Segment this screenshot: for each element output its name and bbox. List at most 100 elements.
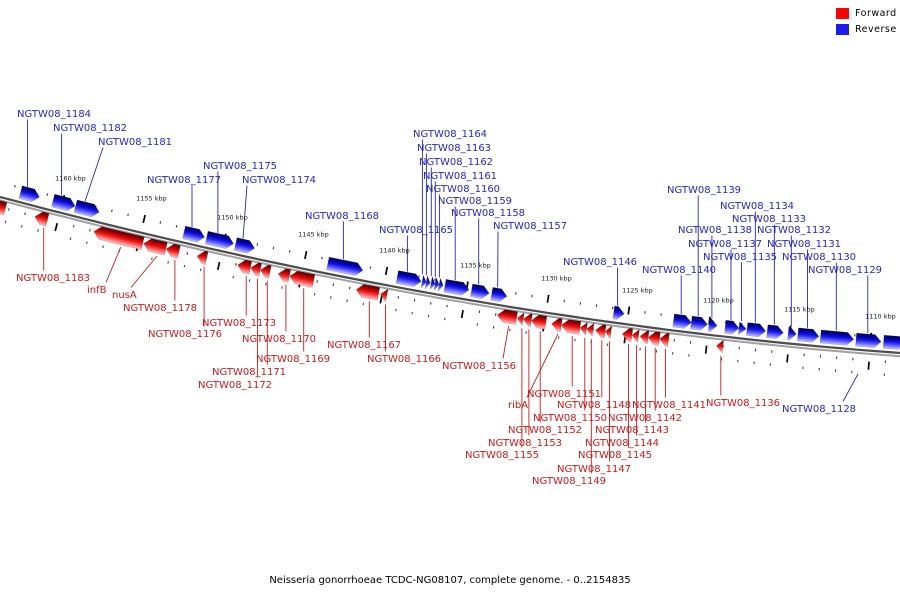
gene-ngtw08-1160 bbox=[437, 277, 444, 292]
gene-label-ngtw08-1145: NGTW08_1145 bbox=[578, 450, 652, 461]
gene-label-ngtw08-1164: NGTW08_1164 bbox=[413, 129, 487, 140]
gene-label-ngtw08-1148: NGTW08_1148 bbox=[557, 400, 631, 411]
leader-riba bbox=[526, 333, 559, 398]
genome-backbone bbox=[0, 195, 900, 358]
gene-label-riba: ribA bbox=[508, 400, 528, 411]
tick-label-1135kbp: 1135 kbp bbox=[460, 261, 491, 269]
diagram-title: Neisseria gonorrhoeae TCDC-NG08107, comp… bbox=[269, 575, 631, 586]
gene-nusa bbox=[143, 238, 168, 256]
gene-ngtw08-1136 bbox=[716, 339, 724, 354]
gene-ngtw08-1171 bbox=[260, 264, 272, 279]
tick-label-1110kbp: 1110 kbp bbox=[865, 313, 896, 321]
gene-ngtw08-1128 bbox=[882, 335, 900, 350]
gene-label-ngtw08-1141: NGTW08_1141 bbox=[632, 400, 706, 411]
gene-label-ngtw08-1163: NGTW08_1163 bbox=[417, 143, 491, 154]
gene-label-ngtw08-1131: NGTW08_1131 bbox=[767, 239, 841, 250]
gene-ngtw08-1150 bbox=[579, 321, 588, 336]
legend-item-forward: Forward bbox=[836, 8, 897, 19]
gene-label-nusa: nusA bbox=[112, 290, 137, 301]
gene-label-ngtw08-1181: NGTW08_1181 bbox=[98, 137, 172, 148]
legend-label-forward: Forward bbox=[855, 8, 897, 19]
leader-ngtw08-1174 bbox=[242, 185, 248, 239]
tick-label-1160kbp: 1160 kbp bbox=[55, 175, 86, 183]
gene-label-ngtw08-1147: NGTW08_1147 bbox=[557, 464, 631, 475]
gene-label-ngtw08-1157: NGTW08_1157 bbox=[493, 221, 567, 232]
gene-ngtw08-1147 bbox=[605, 325, 613, 340]
scale-tick-labels: 1160 kbp 1155 kbp 1150 kbp 1145 kbp 1140 kbp… bbox=[55, 175, 896, 321]
gene-infb bbox=[93, 226, 145, 250]
backbone-inner-line bbox=[0, 199, 900, 358]
gene-label-ngtw08-1167: NGTW08_1167 bbox=[327, 340, 401, 351]
gene-ngtw08-1148 bbox=[595, 324, 607, 339]
gene-label-ngtw08-1173: NGTW08_1173 bbox=[202, 318, 276, 329]
legend-label-reverse: Reverse bbox=[855, 24, 897, 35]
gene-ngtw08-1177 bbox=[182, 225, 205, 243]
gene-label-ngtw08-1174: NGTW08_1174 bbox=[242, 175, 316, 186]
gene-ngtw08-1183 bbox=[34, 211, 50, 227]
gene-ngtw08-1130 bbox=[819, 329, 854, 346]
gene-label-ngtw08-1152: NGTW08_1152 bbox=[508, 425, 582, 436]
gene-ngtw08-1144 bbox=[631, 329, 640, 343]
gene-ngtw08-1157 bbox=[490, 287, 508, 302]
legend-item-reverse: Reverse bbox=[836, 24, 897, 35]
gene-ngtw08-1141 bbox=[659, 333, 670, 347]
gene-label-ngtw08-1178: NGTW08_1178 bbox=[123, 303, 197, 314]
tick-label-1140kbp: 1140 kbp bbox=[379, 247, 410, 255]
gene-label-ngtw08-1133: NGTW08_1133 bbox=[732, 214, 806, 225]
gene-ngtw08-1149 bbox=[586, 322, 595, 337]
gene-riba bbox=[551, 317, 563, 332]
minor-tick bbox=[720, 321, 727, 361]
gene-label-ngtw08-1182: NGTW08_1182 bbox=[53, 123, 127, 134]
gene-label-ngtw08-1170: NGTW08_1170 bbox=[242, 334, 316, 345]
gene-ngtw08-1137 bbox=[724, 320, 740, 335]
gene-ngtw08-1133 bbox=[766, 324, 784, 339]
gene-label-ngtw08-1169: NGTW08_1169 bbox=[256, 354, 330, 365]
gene-labels: NGTW08_1184 NGTW08_1183 NGTW08_1182 NGTW08_… bbox=[16, 109, 882, 487]
gene-label-ngtw08-1143: NGTW08_1143 bbox=[595, 425, 669, 436]
gene-label-ngtw08-1175: NGTW08_1175 bbox=[203, 161, 277, 172]
gene-label-ngtw08-1146: NGTW08_1146 bbox=[563, 257, 637, 268]
gene-ngtw08-1135 bbox=[738, 321, 747, 336]
gene-ngtw08-1158 bbox=[470, 283, 490, 299]
gene-label-ngtw08-1138: NGTW08_1138 bbox=[678, 225, 752, 236]
reverse-color-swatch bbox=[836, 24, 849, 35]
gene-arrows bbox=[0, 185, 900, 354]
gene-ngtw08-1151 bbox=[561, 319, 582, 335]
gene-ngtw08-1156 bbox=[497, 309, 518, 325]
gene-label-ngtw08-1171: NGTW08_1171 bbox=[212, 367, 286, 378]
gene-label-ngtw08-1162: NGTW08_1162 bbox=[419, 157, 493, 168]
leader-ngtw08-1181 bbox=[84, 147, 104, 202]
gene-label-ngtw08-1134: NGTW08_1134 bbox=[720, 201, 794, 212]
gene-label-ngtw08-1139: NGTW08_1139 bbox=[667, 185, 741, 196]
gene-ngtw08-1129 bbox=[855, 332, 882, 348]
gene-ngtw08-1139 bbox=[690, 315, 708, 331]
gene-ngtw08-1170 bbox=[278, 268, 291, 283]
gene-ngtw08-1145 bbox=[622, 328, 634, 342]
gene-label-ngtw08-1151: NGTW08_1151 bbox=[527, 389, 601, 400]
gene-ngtw08-1134 bbox=[746, 322, 766, 338]
gene-label-infb: infB bbox=[87, 285, 107, 296]
gene-ngtw08-1161 bbox=[433, 276, 440, 292]
leader-ngtw08-1156 bbox=[502, 326, 510, 359]
gene-ngtw08-1146 bbox=[612, 305, 625, 320]
gene-label-ngtw08-1155: NGTW08_1155 bbox=[465, 450, 539, 461]
gene-ngtw08-1184 bbox=[18, 185, 40, 202]
leader-nusa bbox=[130, 255, 158, 288]
tick-label-1145kbp: 1145 kbp bbox=[298, 231, 329, 239]
gene-label-ngtw08-1176: NGTW08_1176 bbox=[148, 329, 222, 340]
gene-label-ngtw08-1128: NGTW08_1128 bbox=[782, 404, 856, 415]
gene-label-ngtw08-1165: NGTW08_1165 bbox=[379, 225, 453, 236]
gene-ngtw08-1140 bbox=[672, 313, 692, 329]
gene-label-ngtw08-1166: NGTW08_1166 bbox=[367, 354, 441, 365]
tick-label-1130kbp: 1130 kbp bbox=[541, 275, 572, 283]
gene-ngtw08-1178 bbox=[166, 243, 181, 259]
gene-partial-gene-left bbox=[0, 200, 8, 216]
minor-tick bbox=[4, 184, 16, 224]
leader-infb bbox=[105, 247, 122, 283]
gene-label-ngtw08-1184: NGTW08_1184 bbox=[17, 109, 91, 120]
minor-tick bbox=[851, 333, 856, 374]
gene-ngtw08-1173 bbox=[237, 259, 253, 275]
tick-label-1115kbp: 1115 kbp bbox=[784, 306, 815, 314]
gene-ngtw08-1131 bbox=[797, 327, 820, 343]
